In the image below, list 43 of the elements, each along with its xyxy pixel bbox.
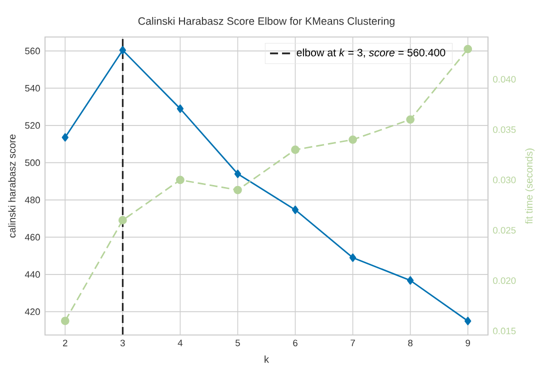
point [292,206,299,214]
y2-tick-label: 0.015 [493,328,516,334]
point [464,44,472,54]
y2-tick-label: 0.025 [493,226,516,234]
x-tick-label: 4 [178,340,183,346]
x-tick-label: 3 [120,340,125,346]
y-tick-label: 500 [25,159,40,166]
x-tick-label: 9 [466,340,470,346]
y-tick-label: 440 [24,271,40,278]
point [234,186,242,194]
point [119,46,126,54]
y-tick-label: 480 [24,196,40,204]
x-tick-label: 2 [63,340,68,346]
x-axis-title: k [264,355,270,363]
y2-tick-label: 0.040 [493,76,516,83]
ref-line-label: elbow at k = 3, score = 560.400 [296,48,446,58]
y-tick-label: 420 [24,308,40,315]
point [349,253,356,262]
y-tick-label: 560 [25,48,40,54]
x-tick-label: 7 [350,340,355,346]
point [291,146,300,154]
y2-tick-label: 0.020 [493,277,516,284]
point [176,176,184,184]
y-tick-label: 460 [24,234,40,241]
x-tick-label: 5 [236,340,240,346]
y-tick-label: 520 [25,122,40,129]
point [234,170,242,178]
point [464,316,472,326]
y2-axis-title: fit time (seconds) [525,148,535,224]
y-axis-title: calinski harabasz score [8,134,16,238]
point [118,216,127,224]
point [60,316,70,326]
y-tick-label: 540 [25,84,40,92]
point [176,104,184,113]
point [406,276,414,285]
x-tick-label: 8 [408,340,413,346]
point [62,133,68,142]
x-tick-label: 6 [293,340,298,346]
y2-tick-label: 0.035 [493,126,516,133]
point [348,135,358,144]
point [406,115,415,124]
y2-tick-label: 0.030 [493,176,516,184]
chart-title: Calinski Harabasz Score Elbow for KMeans Clustering [138,17,394,27]
